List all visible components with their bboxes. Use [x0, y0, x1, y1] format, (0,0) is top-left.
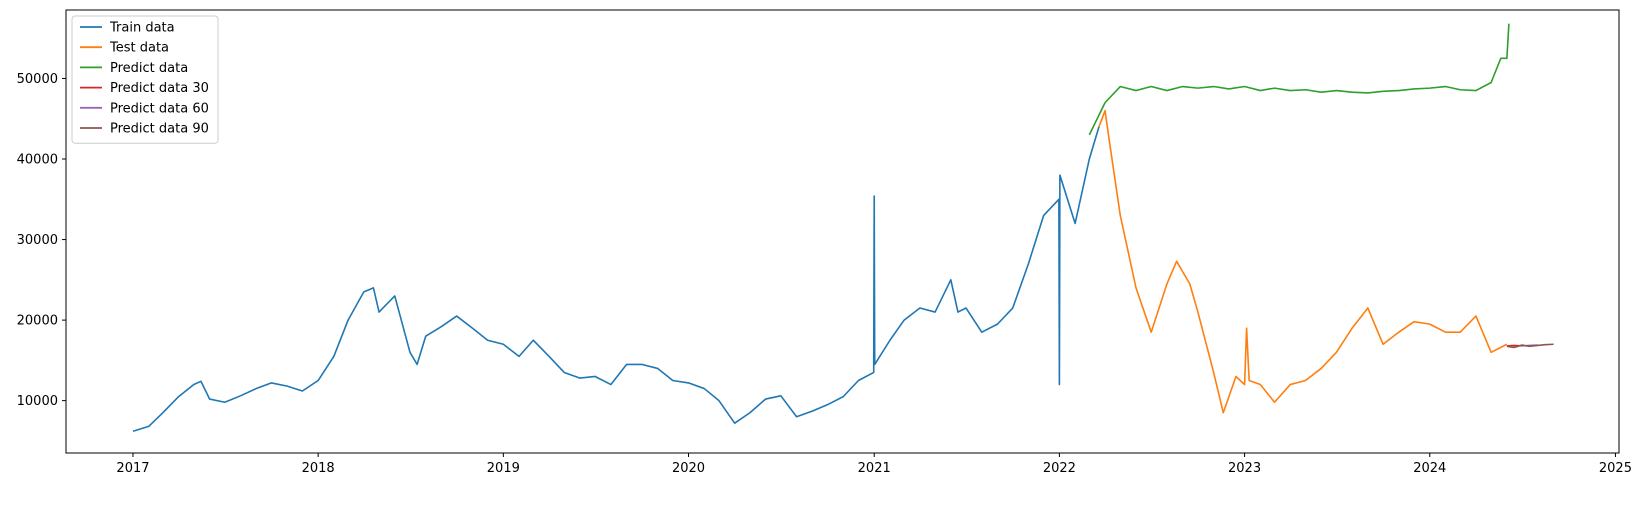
- plot-background: [66, 10, 1619, 453]
- x-tick-label: 2019: [487, 461, 520, 476]
- legend-entry-label: Predict data 60: [110, 101, 209, 116]
- x-tick-label: 2022: [1043, 461, 1076, 476]
- y-tick-label: 20000: [17, 314, 58, 329]
- y-tick-label: 50000: [17, 72, 58, 87]
- x-tick-label: 2020: [672, 461, 705, 476]
- plot-frame: [65, 9, 1620, 454]
- y-tick-label: 40000: [17, 153, 58, 168]
- x-tick-label: 2024: [1413, 461, 1446, 476]
- y-tick-label: 10000: [17, 394, 58, 409]
- series-line-6: [1506, 343, 1554, 349]
- legend: Train data Test data Predict data Predict d…: [71, 15, 219, 144]
- y-tick-label: 30000: [17, 233, 58, 248]
- x-tick-label: 2021: [858, 461, 891, 476]
- x-tick-label: 2017: [116, 461, 149, 476]
- series-layer: [132, 23, 1554, 433]
- y-axis: 10000 20000 30000 40000 50000: [17, 72, 66, 409]
- x-tick-label: 2023: [1228, 461, 1261, 476]
- legend-entry-label: Test data: [109, 41, 169, 56]
- x-tick-label: 2018: [302, 461, 335, 476]
- series-line-2: [1098, 109, 1508, 414]
- x-axis: 2017 2018 2019 2020 2021 2022 2023 2024 2025: [116, 453, 1632, 476]
- series-line-1: [132, 126, 1100, 433]
- x-tick-label: 2025: [1599, 461, 1632, 476]
- legend-entry-label: Predict data 90: [110, 122, 209, 137]
- legend-entry-label: Predict data 30: [110, 81, 209, 96]
- legend-entry-label: Predict data: [110, 61, 188, 76]
- series-line-3: [1088, 23, 1510, 136]
- legend-box: [71, 15, 219, 144]
- legend-entry-label: Train data: [109, 21, 175, 36]
